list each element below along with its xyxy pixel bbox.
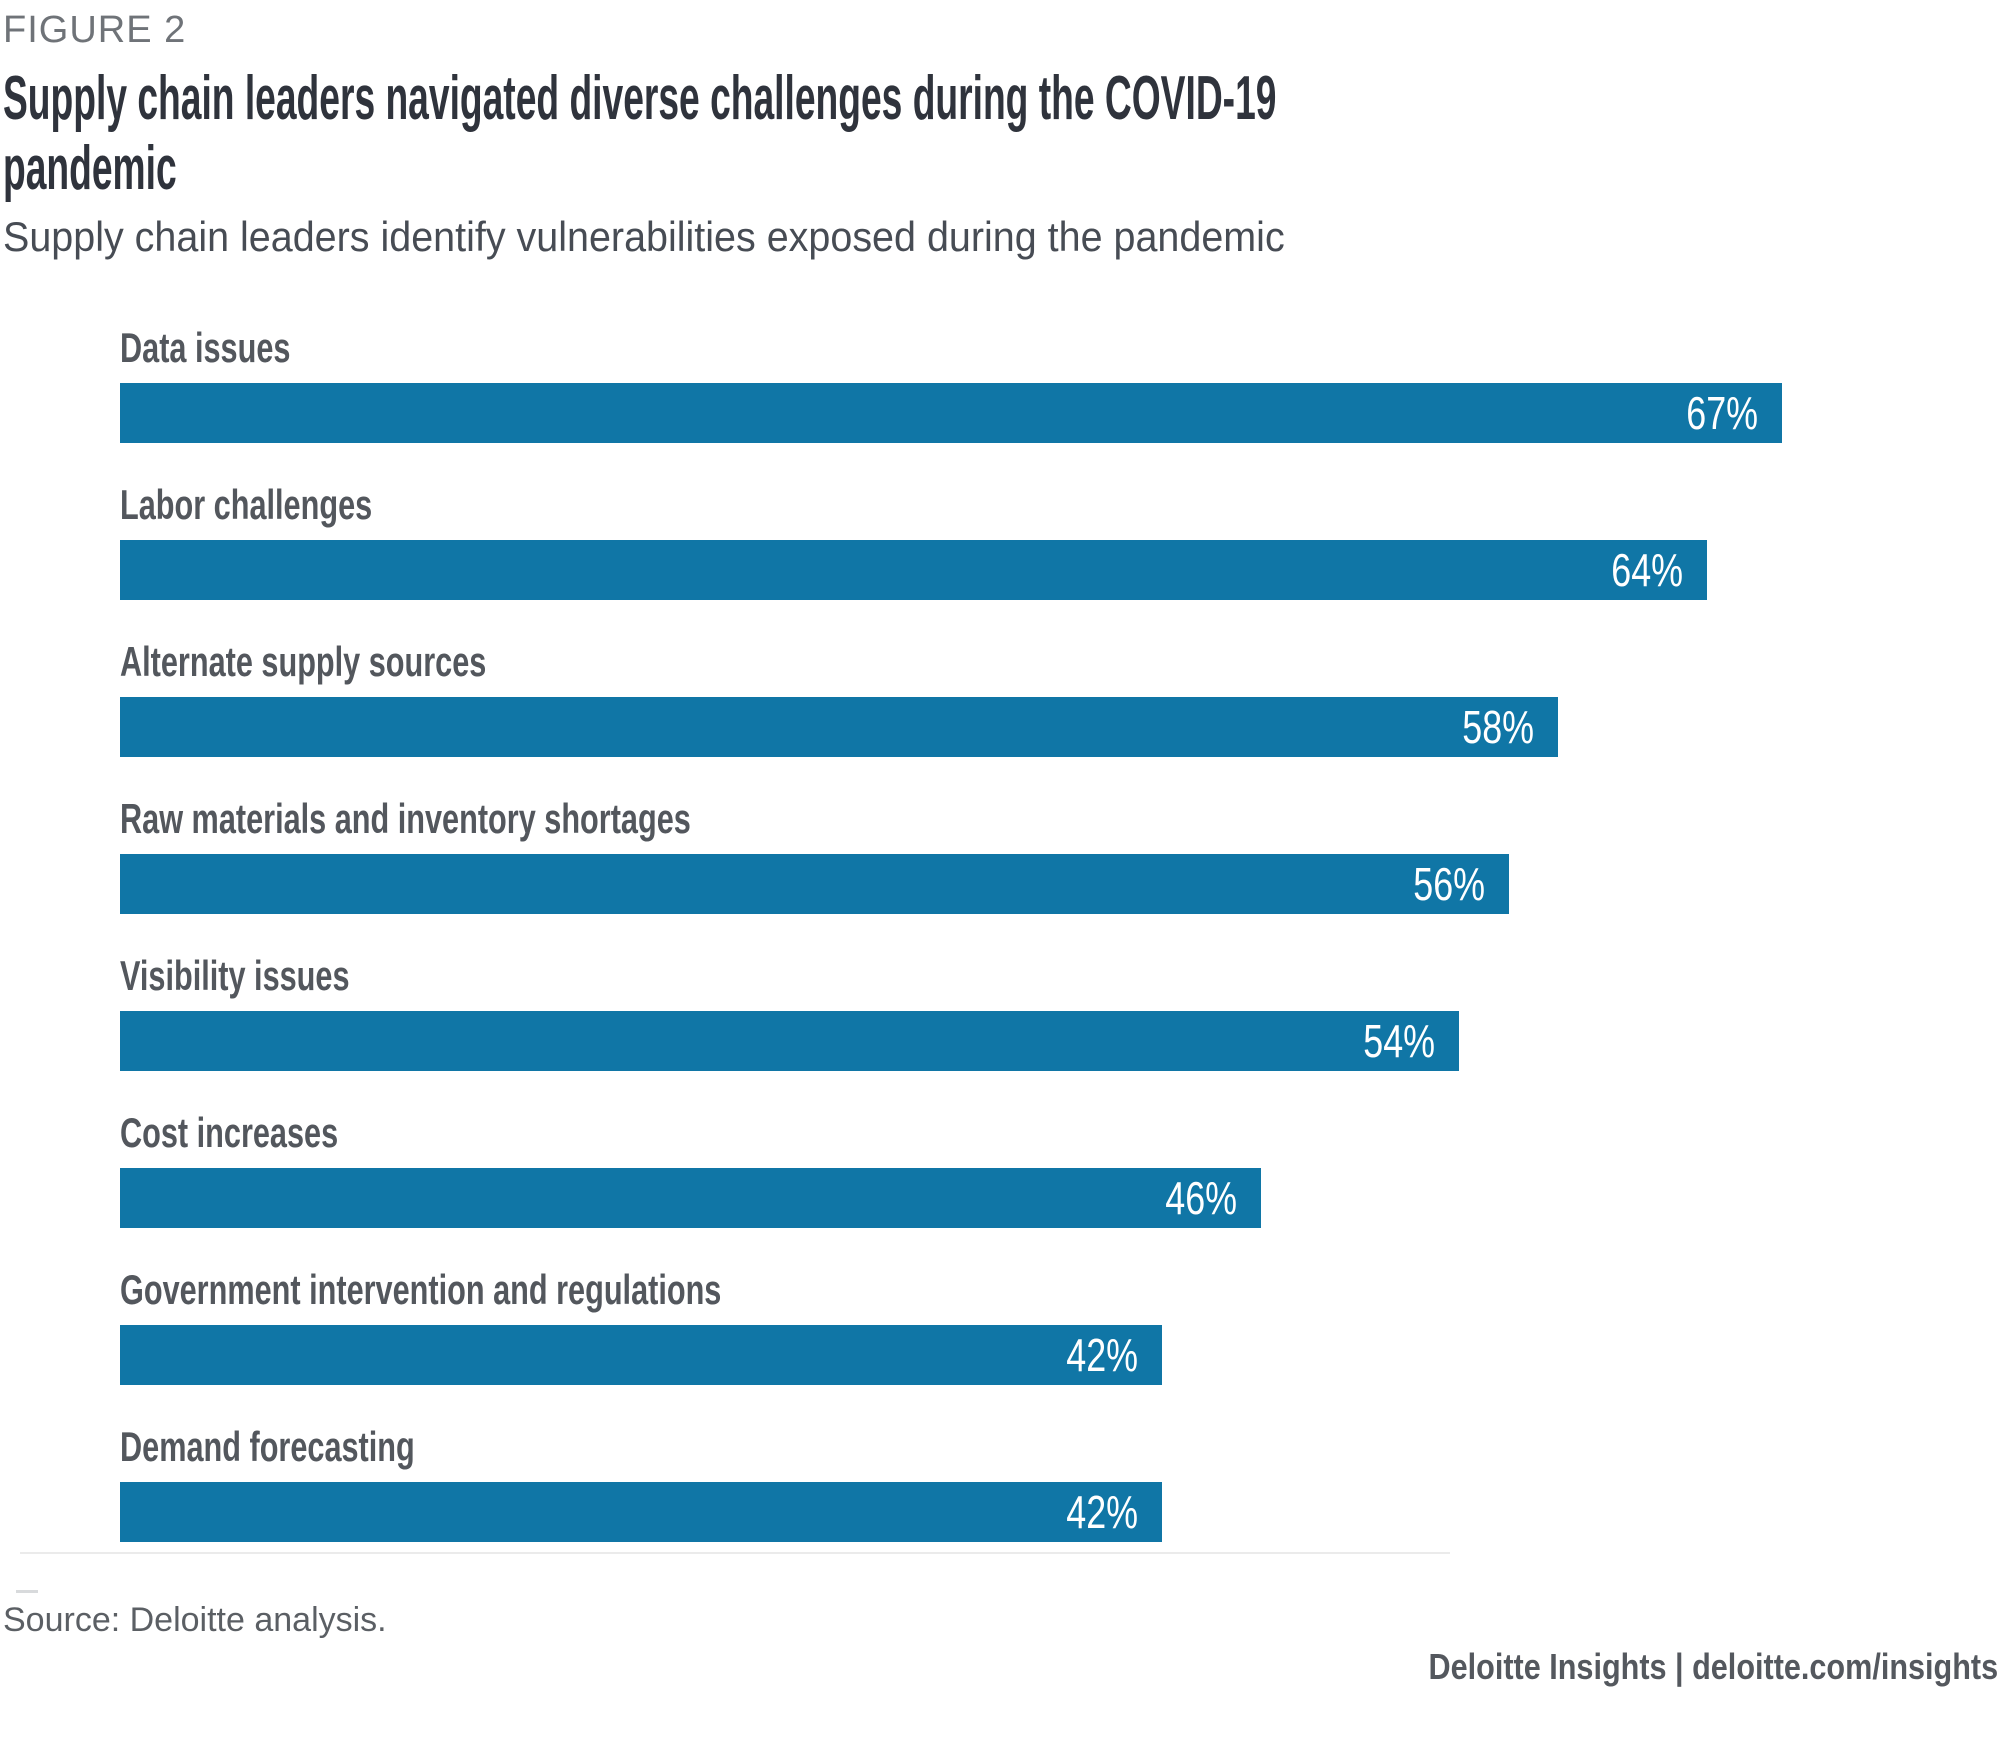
bar-value-label: 42% (1066, 1486, 1138, 1538)
bar-value-label: 46% (1165, 1172, 1237, 1224)
chart-subtitle: Supply chain leaders identify vulnerabil… (3, 213, 1285, 260)
chart-row: Cost increases 46% (120, 1111, 1882, 1268)
chart-title: Supply chain leaders navigated diverse c… (3, 64, 1276, 204)
bar: 42% (120, 1482, 1162, 1542)
bar-category-label: Raw materials and inventory shortages (120, 795, 691, 842)
bar-value-label: 58% (1462, 701, 1534, 753)
bar-category-label: Government intervention and regulations (120, 1266, 722, 1313)
bar-value-label: 64% (1611, 544, 1683, 596)
chart-title-line-2: pandemic (3, 134, 177, 203)
bar-value-label: 67% (1686, 387, 1758, 439)
chart-bottom-divider (20, 1552, 1450, 1554)
chart-row: Demand forecasting 42% (120, 1425, 1882, 1582)
bar: 58% (120, 697, 1558, 757)
bar-value-label: 42% (1066, 1329, 1138, 1381)
bar-category-label: Cost increases (120, 1109, 339, 1156)
chart-row: Alternate supply sources 58% (120, 640, 1882, 797)
bar-category-label: Labor challenges (120, 481, 373, 528)
bar-chart: Data issues 67% Labor challenges 64% Alterna… (120, 0, 1882, 1755)
footer-credit-link[interactable]: Deloitte Insights | deloitte.com/insight… (1428, 1646, 1998, 1687)
bar-category-label: Data issues (120, 324, 291, 371)
bar-category-label: Demand forecasting (120, 1423, 415, 1470)
chart-row: Data issues 67% (120, 326, 1882, 483)
chart-row: Raw materials and inventory shortages 56% (120, 797, 1882, 954)
chart-title-line-1: Supply chain leaders navigated diverse c… (3, 64, 1277, 133)
bar: 56% (120, 854, 1509, 914)
bar-value-label: 56% (1413, 858, 1485, 910)
chart-row: Visibility issues 54% (120, 954, 1882, 1111)
bar-value-label: 54% (1363, 1015, 1435, 1067)
bar: 42% (120, 1325, 1162, 1385)
bar-category-label: Alternate supply sources (120, 638, 487, 685)
chart-row: Labor challenges 64% (120, 483, 1882, 640)
source-note: Source: Deloitte analysis. (3, 1601, 387, 1639)
bar: 67% (120, 383, 1782, 443)
figure-label: FIGURE 2 (3, 9, 187, 51)
chart-row: Government intervention and regulations 4… (120, 1268, 1882, 1425)
bar: 54% (120, 1011, 1459, 1071)
bar-category-label: Visibility issues (120, 952, 350, 999)
note-dash (16, 1590, 38, 1593)
bar: 64% (120, 540, 1707, 600)
bar: 46% (120, 1168, 1261, 1228)
